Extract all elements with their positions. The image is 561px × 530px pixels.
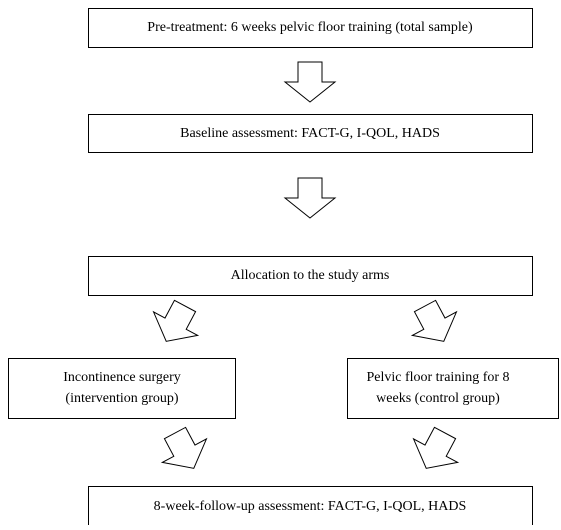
box-label: Pelvic floor training for 8 bbox=[366, 370, 509, 385]
box-allocation bbox=[88, 256, 533, 296]
box-pretreatment bbox=[88, 8, 533, 48]
box-label: (intervention group) bbox=[65, 391, 178, 406]
box-label: Incontinence surgery bbox=[63, 370, 181, 385]
box-label: Baseline assessment: FACT-G, I-QOL, HADS bbox=[180, 126, 440, 141]
box-baseline bbox=[88, 114, 533, 153]
box-label: weeks (control group) bbox=[376, 391, 500, 406]
arrow bbox=[143, 293, 208, 354]
arrow bbox=[403, 420, 468, 481]
arrow bbox=[402, 293, 467, 354]
box-label: 8-week-follow-up assessment: FACT-G, I-Q… bbox=[154, 499, 467, 514]
arrow bbox=[284, 177, 336, 219]
arrow bbox=[284, 61, 336, 103]
arrow bbox=[152, 420, 217, 481]
box-followup bbox=[88, 486, 533, 530]
box-control bbox=[347, 358, 559, 419]
box-intervention bbox=[8, 358, 236, 419]
box-label: Allocation to the study arms bbox=[231, 268, 390, 283]
box-label: Pre-treatment: 6 weeks pelvic floor trai… bbox=[147, 20, 473, 35]
